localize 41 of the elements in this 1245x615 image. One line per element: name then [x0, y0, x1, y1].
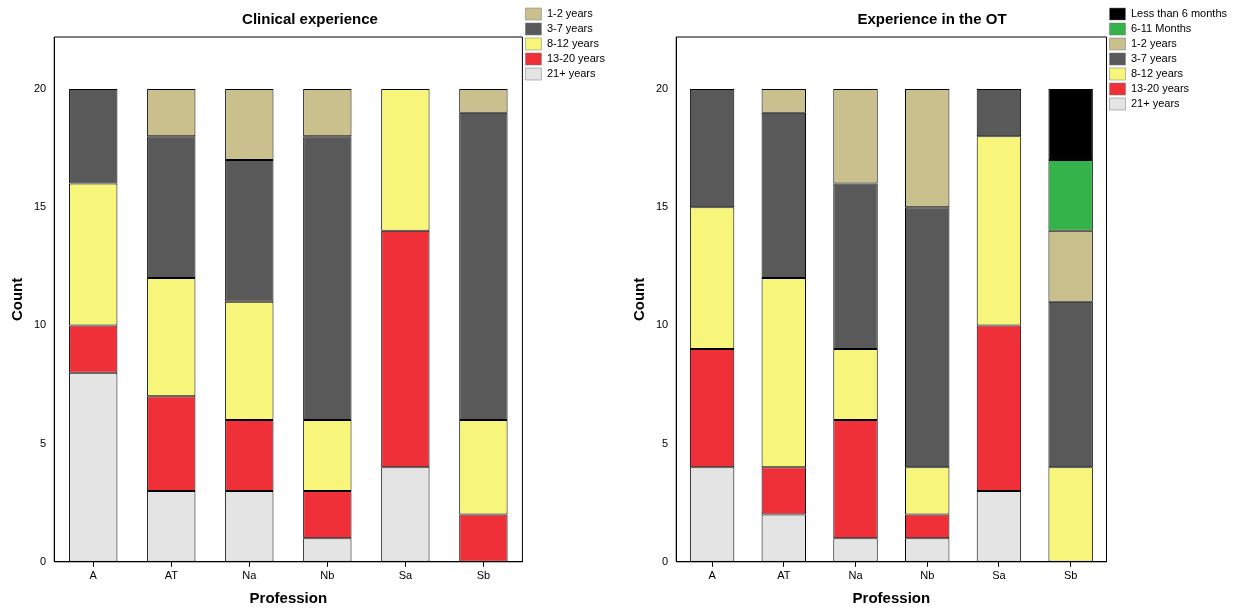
- legend-label: 1-2 years: [1131, 37, 1178, 50]
- x-tick-label: Sb: [476, 569, 491, 582]
- x-axis-title: Profession: [852, 589, 931, 607]
- legend-label: 6-11 Months: [1131, 22, 1192, 35]
- bar: [1048, 89, 1093, 160]
- y-tick-label: 10: [655, 318, 669, 331]
- x-tick-label: A: [89, 569, 98, 582]
- chart-title: Experience in the OT: [857, 10, 1007, 28]
- legend-label: 3-7 years: [1131, 52, 1178, 65]
- legend-label: 8-12 years: [546, 37, 600, 50]
- y-axis-title: Count: [630, 277, 648, 322]
- y-tick-label: 0: [662, 554, 669, 567]
- chart-title: Clinical experience: [242, 10, 378, 28]
- legend-label: 13-20 years: [1131, 82, 1190, 95]
- y-tick-label: 15: [33, 200, 47, 213]
- legend-label: 1-2 years: [546, 7, 594, 20]
- y-tick-label: 5: [40, 436, 47, 449]
- x-tick-label: Na: [848, 569, 864, 582]
- x-tick-label: AT: [777, 569, 791, 582]
- legend-label: 8-12 years: [1131, 67, 1184, 80]
- x-axis-title: Profession: [249, 589, 328, 607]
- y-tick-label: 20: [33, 82, 47, 95]
- y-tick-label: 20: [655, 82, 669, 95]
- y-tick-label: 0: [40, 554, 47, 567]
- legend-label: 3-7 years: [546, 22, 594, 35]
- y-tick-label: 10: [33, 318, 47, 331]
- x-tick-label: Na: [242, 569, 258, 582]
- x-tick-label: Nb: [920, 569, 935, 582]
- legend-label: Less than 6 months: [1131, 7, 1228, 20]
- x-tick-label: Sa: [398, 569, 413, 582]
- x-tick-label: Sb: [1063, 569, 1078, 582]
- x-tick-label: AT: [164, 569, 179, 582]
- x-tick-label: Nb: [320, 569, 335, 582]
- legend-label: 21+ years: [546, 67, 597, 80]
- legend-label: 13-20 years: [546, 52, 606, 65]
- x-tick-label: Sa: [992, 569, 1007, 582]
- y-tick-label: 15: [655, 200, 669, 213]
- y-axis-title: Count: [8, 277, 26, 322]
- y-tick-label: 5: [662, 436, 669, 449]
- x-tick-label: A: [708, 569, 717, 582]
- legend-label: 21+ years: [1131, 97, 1181, 110]
